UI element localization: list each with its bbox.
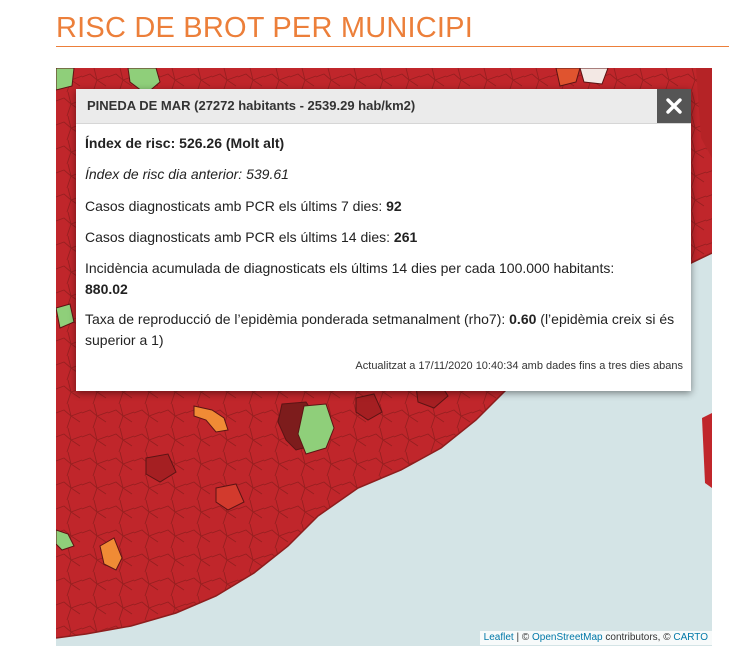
reproduction-rate-label: Taxa de reproducció de l’epidèmia ponder…: [85, 311, 506, 327]
reproduction-rate-value: 0.60: [509, 311, 537, 327]
popup-header: PINEDA DE MAR (27272 habitants - 2539.29…: [76, 89, 691, 124]
risk-index-line: Índex de risc: 526.26 (Molt alt): [85, 133, 685, 154]
carto-link[interactable]: CARTO: [673, 632, 708, 643]
incidence-label: Incidència acumulada de diagnosticats el…: [85, 260, 615, 276]
close-x-icon[interactable]: [666, 98, 682, 114]
municipality-popup: PINEDA DE MAR (27272 habitants - 2539.29…: [76, 89, 691, 391]
pcr-7-days-line: Casos diagnosticats amb PCR els últims 7…: [85, 196, 685, 217]
popup-title: PINEDA DE MAR (27272 habitants - 2539.29…: [87, 98, 416, 113]
previous-day-value: 539.61: [246, 166, 289, 182]
incidence-line: Incidència acumulada de diagnosticats el…: [85, 258, 685, 300]
municipality-low-risk[interactable]: [56, 529, 75, 551]
page-title: RISC DE BROT PER MUNICIPI: [56, 12, 473, 44]
municipality[interactable]: [215, 483, 245, 511]
municipality-low-risk[interactable]: [56, 68, 75, 91]
municipality-moderate-risk[interactable]: [99, 537, 123, 571]
municipality-low-risk[interactable]: [127, 68, 161, 95]
reproduction-rate-note: (l’epidèmia creix si és superior a 1): [85, 311, 675, 348]
previous-day-label: Índex de risc dia anterior:: [85, 166, 243, 182]
municipality-no-data[interactable]: [579, 68, 609, 85]
municipality-high-risk[interactable]: [555, 68, 581, 87]
attribution-contributors: contributors, ©: [602, 632, 674, 643]
openstreetmap-link[interactable]: OpenStreetMap: [532, 632, 603, 643]
municipality-low-risk[interactable]: [297, 403, 335, 455]
incidence-value: 880.02: [85, 281, 128, 297]
municipality[interactable]: [702, 413, 712, 488]
attribution-separator: | ©: [513, 632, 533, 643]
updated-timestamp: Actualitzat a 17/11/2020 10:40:34 amb da…: [355, 360, 683, 372]
municipality[interactable]: [355, 393, 383, 421]
title-divider: [56, 46, 729, 47]
map-attribution: Leaflet | © OpenStreetMap contributors, …: [479, 631, 712, 645]
close-button[interactable]: [657, 89, 691, 123]
risk-index-value: 526.26 (Molt alt): [179, 135, 285, 151]
pcr-7-days-label: Casos diagnosticats amb PCR els últims 7…: [85, 198, 383, 214]
pcr-14-days-line: Casos diagnosticats amb PCR els últims 1…: [85, 227, 685, 248]
leaflet-link[interactable]: Leaflet: [483, 632, 514, 643]
pcr-14-days-value: 261: [393, 229, 418, 245]
previous-day-line: Índex de risc dia anterior: 539.61: [85, 164, 685, 185]
municipality[interactable]: [145, 453, 177, 483]
pcr-14-days-label: Casos diagnosticats amb PCR els últims 1…: [85, 229, 391, 245]
municipality[interactable]: [696, 68, 712, 158]
reproduction-rate-line: Taxa de reproducció de l’epidèmia ponder…: [85, 309, 685, 351]
pcr-7-days-value: 92: [386, 198, 402, 214]
municipality-low-risk[interactable]: [56, 303, 75, 329]
municipality-moderate-risk[interactable]: [193, 405, 229, 433]
risk-index-label: Índex de risc:: [85, 135, 176, 151]
